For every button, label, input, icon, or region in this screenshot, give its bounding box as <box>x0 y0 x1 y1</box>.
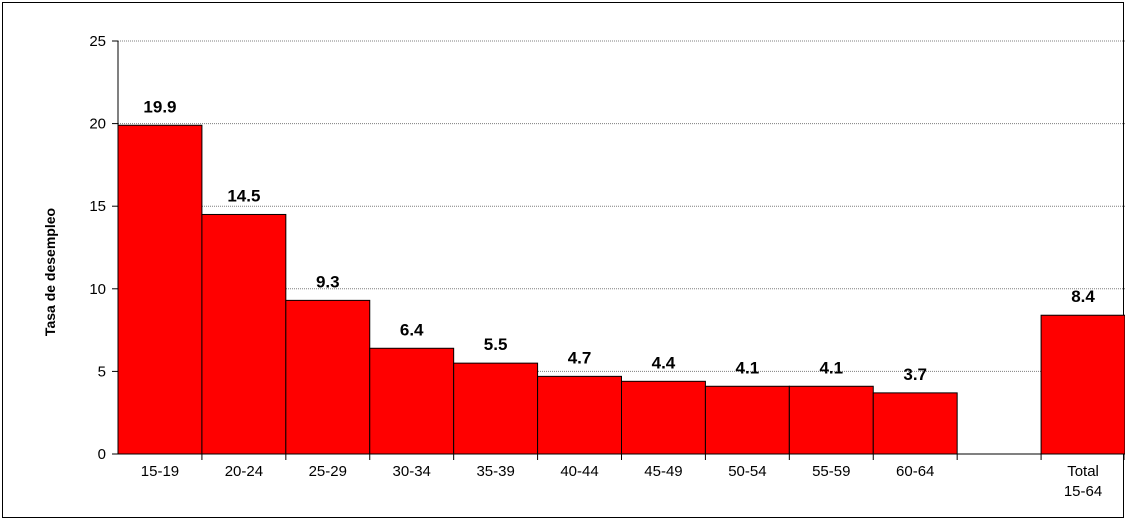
data-label: 19.9 <box>143 97 176 116</box>
x-tick-label: 20-24 <box>225 463 263 480</box>
x-tick-label: 35-39 <box>476 463 514 480</box>
axes <box>112 40 1125 460</box>
y-tick-label: 15 <box>89 198 106 215</box>
x-tick-label: 60-64 <box>896 463 934 480</box>
x-tick-label: 15-19 <box>141 463 179 480</box>
x-tick-label: 25-29 <box>309 463 347 480</box>
data-label: 6.4 <box>400 320 424 339</box>
bar <box>117 124 203 455</box>
bar <box>369 347 455 455</box>
y-tick-label: 25 <box>89 33 106 50</box>
x-tick-label: Total 15-64 <box>1064 463 1102 500</box>
data-label: 8.4 <box>1071 287 1095 306</box>
bar <box>872 392 958 455</box>
y-tick-labels: 0 5 10 15 20 25 <box>89 33 106 463</box>
data-labels: 19.9 14.5 9.3 6.4 5.5 4.7 4.4 4.1 4.1 3.7 8.4 <box>143 97 1095 384</box>
y-tick-label: 5 <box>98 363 106 380</box>
x-tick-label-line: 45-49 <box>644 463 682 480</box>
x-tick-label-line: 55-59 <box>812 463 850 480</box>
bar <box>788 385 874 455</box>
x-tick-label-line: 15-64 <box>1064 483 1102 500</box>
x-tick-label-line: 35-39 <box>476 463 514 480</box>
x-tick-label-line: 15-19 <box>141 463 179 480</box>
y-axis-label: Tasa de desempleo <box>42 208 58 336</box>
bar <box>201 213 287 455</box>
bar <box>621 380 706 455</box>
x-tick-label-line: 20-24 <box>225 463 263 480</box>
bars <box>117 124 1125 455</box>
x-tick-label: 45-49 <box>644 463 682 480</box>
x-tick-label: 30-34 <box>393 463 431 480</box>
y-tick-label: 20 <box>89 116 106 133</box>
x-tick-label-line: Total <box>1067 463 1099 480</box>
y-tick-label: 10 <box>89 281 106 298</box>
data-label: 3.7 <box>903 365 927 384</box>
bar <box>285 299 371 455</box>
data-label: 14.5 <box>227 186 260 205</box>
x-tick-label-line: 30-34 <box>393 463 431 480</box>
bar <box>537 375 622 455</box>
bar <box>704 385 790 455</box>
data-label: 5.5 <box>484 335 508 354</box>
data-label: 4.1 <box>736 358 760 377</box>
x-tick-label-line: 25-29 <box>309 463 347 480</box>
x-tick-labels: 15-19 20-24 25-29 30-34 35-39 40-44 45-49 50-54… <box>141 463 1102 500</box>
bar <box>1040 314 1125 455</box>
data-label: 4.7 <box>568 348 592 367</box>
bar-chart: 0 5 10 15 20 25 15-19 20-24 25-29 30-34 35-39 40-4… <box>42 33 1125 500</box>
bar <box>453 362 539 455</box>
x-tick-label-line: 60-64 <box>896 463 934 480</box>
x-tick-label: 50-54 <box>728 463 766 480</box>
x-tick-label: 40-44 <box>560 463 598 480</box>
x-tick-label: 55-59 <box>812 463 850 480</box>
x-tick-label-line: 40-44 <box>560 463 598 480</box>
y-tick-label: 0 <box>98 446 106 463</box>
x-tick-label-line: 50-54 <box>728 463 766 480</box>
data-label: 4.4 <box>652 353 676 372</box>
data-label: 9.3 <box>316 272 340 291</box>
data-label: 4.1 <box>819 358 843 377</box>
